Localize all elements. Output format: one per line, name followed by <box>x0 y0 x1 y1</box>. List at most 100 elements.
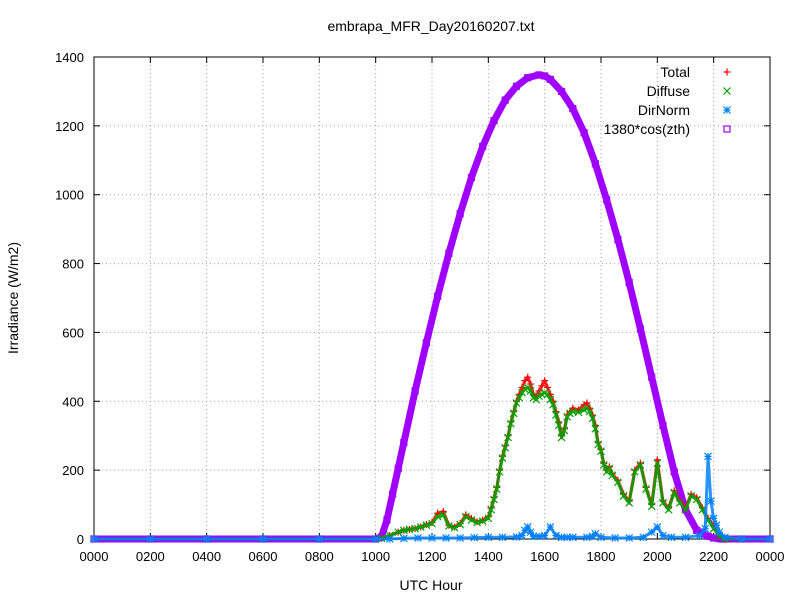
data-point <box>315 535 324 543</box>
legend-marker <box>723 106 731 114</box>
x-tick-label: 0800 <box>305 549 334 564</box>
y-tick-label: 1200 <box>55 119 84 134</box>
data-point <box>444 521 453 530</box>
data-point <box>400 439 408 447</box>
x-tick-label: 0400 <box>192 549 221 564</box>
x-tick-label: 0200 <box>136 549 165 564</box>
data-point <box>456 520 465 529</box>
data-point <box>383 516 391 524</box>
data-point <box>625 534 634 542</box>
data-point <box>737 535 746 543</box>
x-tick-label: 1000 <box>361 549 390 564</box>
y-tick-label: 0 <box>77 532 84 547</box>
data-point <box>526 387 535 395</box>
data-point <box>630 467 639 476</box>
data-point <box>659 531 667 540</box>
data-point <box>394 528 403 537</box>
data-point <box>445 249 453 257</box>
data-point <box>456 210 464 218</box>
legend: Total Diffuse DirNorm 1380*cos(zth) <box>604 64 731 137</box>
data-point <box>411 387 419 395</box>
data-point <box>470 533 479 542</box>
legend-label: Total <box>660 64 690 80</box>
data-point <box>625 498 634 507</box>
y-tick-label: 800 <box>62 257 84 272</box>
data-point <box>371 535 380 543</box>
data-point <box>557 533 566 542</box>
data-point <box>535 532 543 541</box>
data-point <box>715 528 724 537</box>
x-tick-label: 1200 <box>418 549 447 564</box>
data-point <box>591 424 600 433</box>
data-point <box>439 510 448 519</box>
data-point <box>687 492 696 500</box>
data-point <box>591 529 600 538</box>
data-point <box>560 426 569 435</box>
x-tick-label: 0600 <box>249 549 278 564</box>
data-point <box>546 523 555 531</box>
data-point <box>721 533 729 542</box>
data-point <box>399 534 408 543</box>
data-point <box>647 502 656 511</box>
data-point <box>515 393 524 402</box>
data-point <box>479 142 487 151</box>
data-point <box>504 433 512 442</box>
data-point <box>495 467 504 476</box>
x-tick-label: 1800 <box>587 549 616 564</box>
x-axis: 0000 0200 0400 0600 0800 1000 1200 1400 1600 1800… <box>80 57 784 564</box>
data-point <box>692 495 701 504</box>
data-point <box>681 533 690 542</box>
data-point <box>552 531 560 540</box>
data-point <box>456 534 465 542</box>
legend-label: DirNorm <box>638 102 690 118</box>
data-point <box>422 339 430 347</box>
data-point <box>428 519 436 528</box>
data-point <box>653 459 662 468</box>
data-point <box>712 521 721 530</box>
data-point <box>434 292 442 300</box>
data-point <box>416 523 425 531</box>
data-point <box>588 414 597 423</box>
data-point <box>625 278 633 287</box>
data-point <box>557 433 566 442</box>
data-point <box>490 495 498 504</box>
data-point <box>614 235 622 244</box>
data-point <box>667 533 676 542</box>
data-point <box>394 464 402 473</box>
data-point <box>546 75 554 83</box>
data-point <box>546 395 555 404</box>
data-point <box>549 400 558 409</box>
data-point <box>461 512 470 521</box>
y-tick-label: 200 <box>62 463 84 478</box>
data-point <box>594 440 603 449</box>
data-point <box>766 535 774 543</box>
data-point <box>597 533 605 542</box>
y-tick-label: 600 <box>62 325 84 340</box>
data-point <box>259 535 267 543</box>
data-point <box>591 160 599 168</box>
data-point <box>695 531 704 540</box>
data-point <box>492 485 501 494</box>
data-point <box>388 490 397 498</box>
data-point <box>659 498 667 507</box>
data-point <box>498 533 507 542</box>
data-point <box>563 533 572 542</box>
data-point <box>568 533 577 542</box>
data-point <box>569 105 577 113</box>
data-point <box>490 117 498 125</box>
data-point <box>385 535 394 543</box>
data-point <box>413 534 422 542</box>
y-axis-label: Irradiance (W/m2) <box>5 242 21 354</box>
data-point <box>512 399 521 407</box>
data-point <box>580 129 588 137</box>
x-tick-label: 2200 <box>699 549 728 564</box>
data-point <box>433 512 442 521</box>
data-point <box>501 96 509 104</box>
data-point <box>605 464 614 473</box>
data-point <box>642 485 650 494</box>
data-point <box>597 447 605 456</box>
data-point <box>518 384 526 392</box>
data-point <box>552 411 560 419</box>
data-point <box>467 516 476 524</box>
data-point <box>473 518 481 527</box>
